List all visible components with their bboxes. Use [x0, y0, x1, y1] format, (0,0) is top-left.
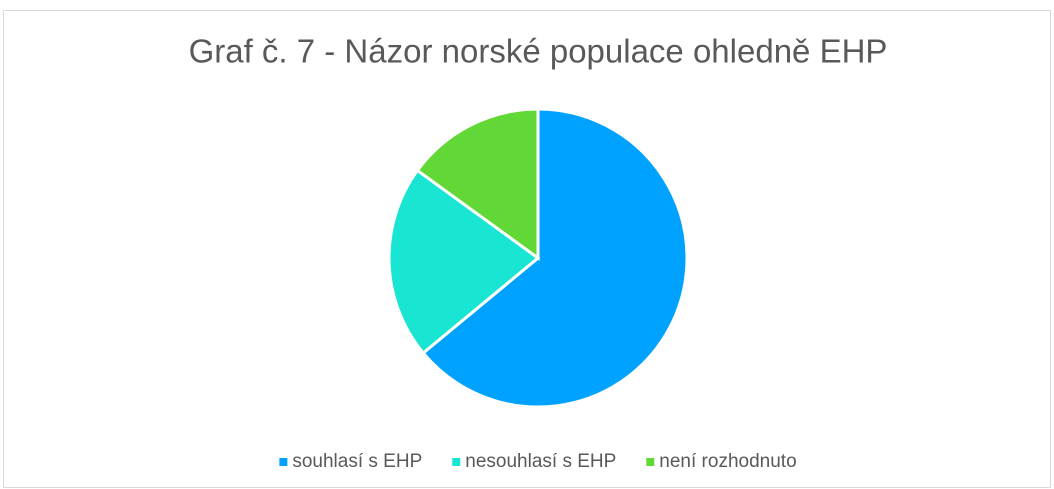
chart-title: Graf č. 7 - Názor norské populace ohledn…	[189, 33, 888, 70]
legend-label: nesouhlasí s EHP	[465, 451, 616, 472]
legend-swatch	[452, 458, 461, 466]
legend-label: není rozhodnuto	[659, 451, 796, 472]
legend-label: souhlasí s EHP	[292, 451, 422, 472]
legend-swatch	[279, 458, 288, 466]
legend-swatch	[646, 458, 655, 466]
pie-slice	[387, 168, 541, 356]
pie-slice	[421, 107, 689, 409]
pie-slice	[415, 107, 540, 261]
